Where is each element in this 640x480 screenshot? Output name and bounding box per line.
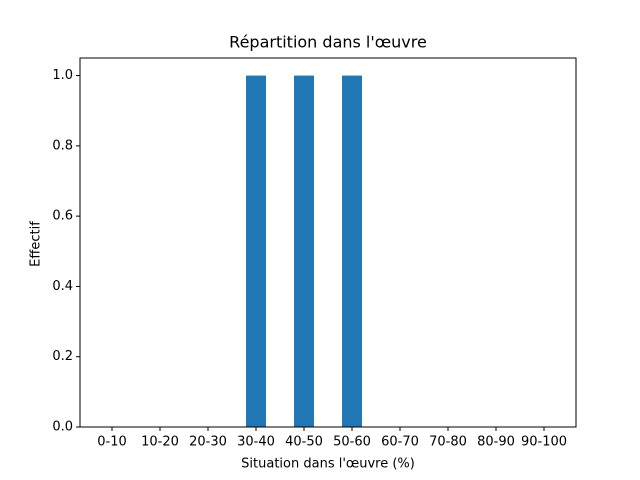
y-axis-label: Effectif	[29, 221, 44, 267]
x-tick-label: 70-80	[429, 435, 467, 450]
y-tick-label: 1.0	[52, 68, 73, 83]
x-tick-label: 90-100	[521, 435, 567, 450]
bar	[246, 75, 266, 428]
y-tick-label: 0.6	[52, 209, 73, 224]
x-tick-label: 80-90	[477, 435, 515, 450]
x-tick-label: 30-40	[237, 435, 275, 450]
y-tick-label: 0.2	[52, 349, 73, 364]
x-tick-label: 50-60	[333, 435, 371, 450]
x-tick-label: 60-70	[381, 435, 419, 450]
y-tick-label: 0.4	[52, 279, 73, 294]
y-tick-label: 0.0	[52, 420, 73, 435]
chart-title: Répartition dans l'œuvre	[229, 33, 427, 52]
plot-frame	[79, 57, 577, 428]
y-tick-label: 0.8	[52, 138, 73, 153]
x-axis-label: Situation dans l'œuvre (%)	[241, 457, 415, 472]
bar	[342, 75, 362, 428]
x-tick-label: 20-30	[189, 435, 227, 450]
x-tick-label: 0-10	[97, 435, 127, 450]
bar	[294, 75, 314, 428]
x-tick-label: 10-20	[141, 435, 179, 450]
x-tick-label: 40-50	[285, 435, 323, 450]
